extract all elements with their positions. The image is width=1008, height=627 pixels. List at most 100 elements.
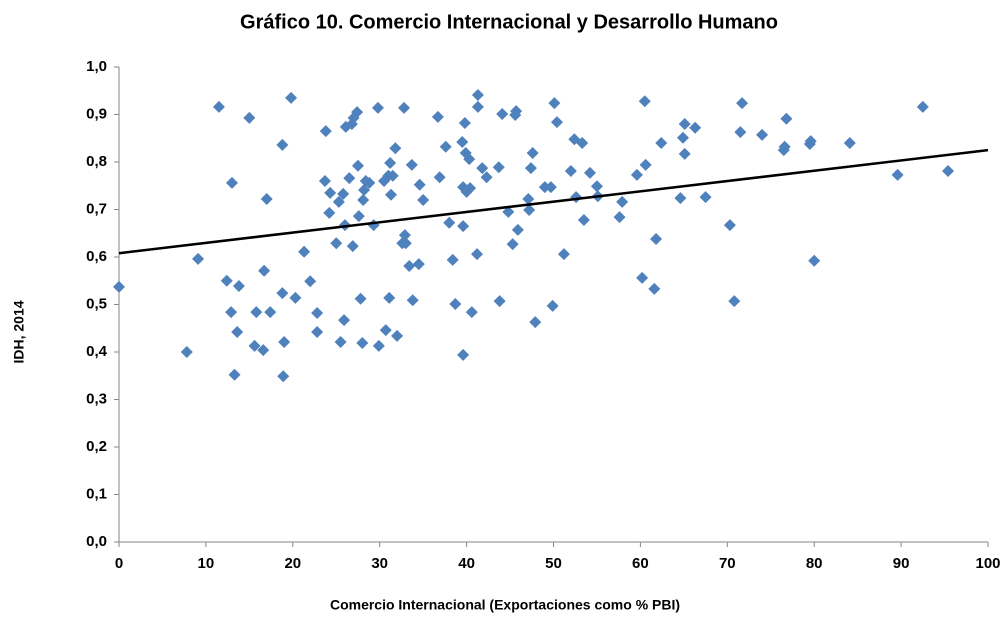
- data-point: [457, 348, 470, 361]
- data-point: [891, 168, 904, 181]
- x-tick-label: 80: [806, 555, 823, 572]
- y-tick-label: 0,2: [86, 438, 107, 455]
- data-point: [550, 116, 563, 129]
- data-point: [511, 223, 524, 236]
- data-point: [346, 240, 359, 253]
- data-point: [343, 172, 356, 185]
- data-point: [225, 176, 238, 189]
- data-point: [250, 306, 263, 319]
- x-tick-label: 90: [893, 555, 910, 572]
- data-point: [277, 370, 290, 383]
- data-point: [311, 326, 324, 339]
- data-point: [406, 294, 419, 307]
- data-point: [446, 253, 459, 266]
- data-point: [276, 138, 289, 151]
- data-point: [780, 112, 793, 125]
- data-point: [492, 161, 505, 174]
- trend-line: [118, 148, 989, 255]
- data-point: [577, 213, 590, 226]
- data-point: [506, 238, 519, 251]
- data-point: [413, 178, 426, 191]
- data-point: [352, 210, 365, 223]
- data-point: [356, 336, 369, 349]
- data-point: [212, 100, 225, 113]
- data-point: [405, 158, 418, 171]
- x-axis-title: Comercio Internacional (Exportaciones co…: [330, 597, 680, 613]
- data-point: [371, 101, 384, 114]
- data-point: [257, 344, 270, 357]
- data-point: [676, 131, 689, 144]
- data-point: [639, 158, 652, 171]
- data-point: [526, 146, 539, 159]
- data-point: [351, 106, 364, 119]
- data-point: [113, 280, 125, 293]
- data-point: [304, 275, 317, 288]
- data-point: [231, 326, 244, 339]
- data-point: [778, 140, 791, 153]
- data-point: [524, 162, 537, 175]
- y-tick-label: 0,1: [86, 485, 107, 502]
- data-point: [324, 186, 337, 199]
- data-point: [583, 166, 596, 179]
- chart-title: Gráfico 10. Comercio Internacional y Des…: [240, 11, 778, 33]
- data-point: [544, 181, 557, 194]
- x-tick-label: 50: [545, 555, 562, 572]
- data-point: [723, 219, 736, 232]
- data-point: [367, 219, 380, 232]
- data-point: [379, 324, 392, 337]
- data-point: [465, 306, 478, 319]
- data-point: [354, 292, 367, 305]
- data-point: [529, 316, 542, 329]
- data-point: [417, 194, 430, 206]
- data-point: [843, 137, 856, 149]
- x-tick-label: 20: [284, 555, 301, 572]
- y-tick-label: 0,8: [86, 153, 107, 170]
- x-tick-label: 0: [115, 555, 123, 572]
- data-point: [412, 258, 425, 271]
- data-point: [332, 195, 345, 208]
- data-point: [471, 248, 484, 261]
- y-axis-title: IDH, 2014: [11, 300, 27, 363]
- data-point: [433, 171, 446, 184]
- data-point: [655, 137, 668, 149]
- data-point: [358, 184, 371, 197]
- data-point: [502, 205, 515, 218]
- data-point: [590, 180, 603, 193]
- data-point: [699, 191, 712, 204]
- data-point: [398, 101, 411, 114]
- data-point: [258, 264, 271, 277]
- data-point: [289, 291, 302, 304]
- data-point: [180, 346, 193, 358]
- data-point: [496, 108, 509, 121]
- y-tick-label: 0,3: [86, 390, 107, 407]
- data-point: [538, 181, 551, 194]
- data-point: [298, 245, 311, 258]
- data-point: [674, 192, 687, 205]
- data-point: [334, 336, 347, 349]
- data-point: [386, 169, 399, 182]
- data-point: [431, 110, 444, 123]
- y-tick-label: 0,6: [86, 248, 107, 265]
- data-point: [650, 232, 663, 245]
- data-point: [728, 295, 741, 308]
- data-point: [510, 105, 523, 118]
- data-point: [576, 137, 589, 149]
- data-point: [942, 165, 955, 178]
- data-point: [471, 89, 484, 102]
- data-point: [311, 307, 324, 320]
- data-point: [363, 176, 376, 189]
- data-point: [476, 162, 489, 175]
- data-point: [636, 271, 649, 284]
- data-point: [557, 248, 570, 261]
- data-point: [337, 187, 350, 200]
- x-tick-label: 10: [198, 555, 215, 572]
- data-point: [403, 260, 416, 273]
- data-point: [689, 121, 702, 134]
- data-point: [648, 282, 661, 295]
- data-point: [243, 111, 256, 124]
- data-point: [391, 329, 404, 342]
- data-point: [276, 287, 289, 300]
- data-point: [493, 295, 506, 308]
- data-point: [439, 140, 452, 153]
